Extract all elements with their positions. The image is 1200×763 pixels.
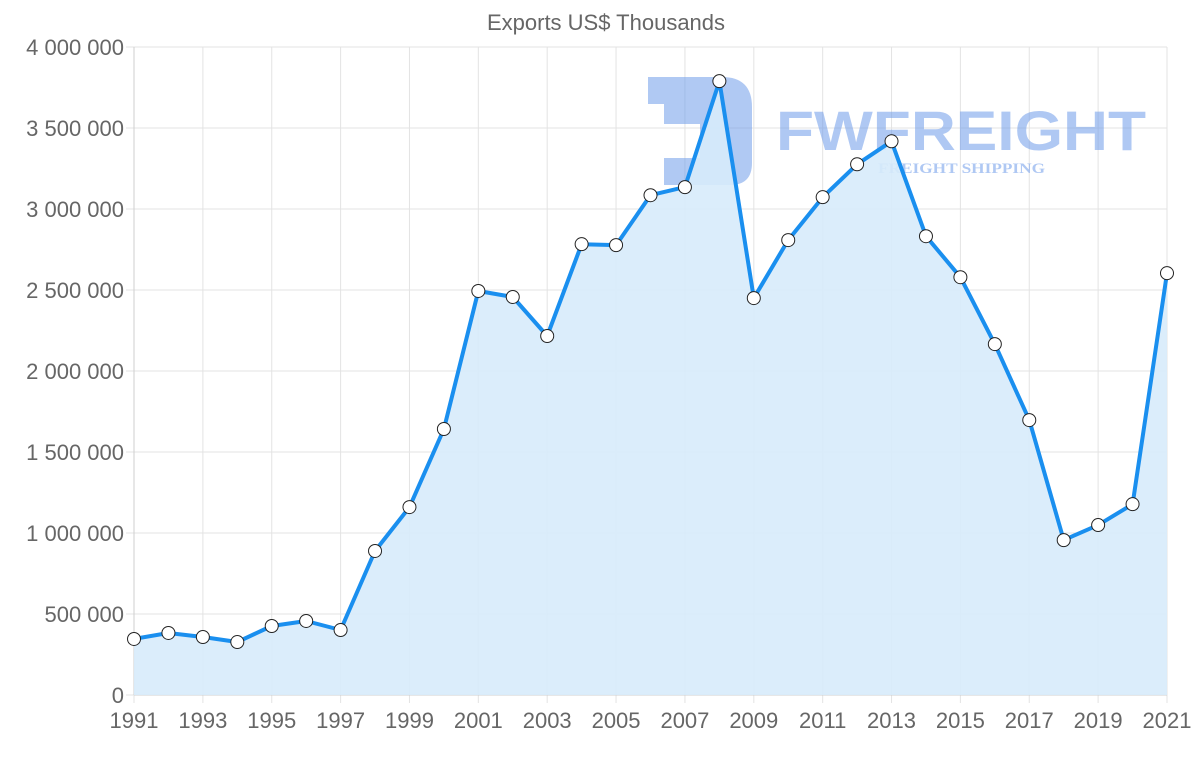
y-tick-label: 500 000 (44, 602, 124, 627)
x-tick-label: 1997 (316, 708, 365, 733)
x-tick-label: 2017 (1005, 708, 1054, 733)
data-point-1997[interactable] (333, 623, 348, 638)
data-point-2000[interactable] (436, 421, 451, 436)
data-point-2003[interactable] (540, 329, 555, 344)
data-point-2008[interactable] (712, 74, 727, 89)
data-point-1996[interactable] (299, 613, 314, 628)
data-point-2017[interactable] (1022, 413, 1037, 428)
data-point-2015[interactable] (953, 270, 968, 285)
x-tick-label: 2021 (1143, 708, 1192, 733)
data-point-1999[interactable] (402, 500, 417, 515)
data-point-2007[interactable] (677, 180, 692, 195)
watermark-tagline: FREIGHT SHIPPING (878, 161, 1045, 177)
y-tick-label: 0 (112, 683, 124, 708)
x-tick-label: 2001 (454, 708, 503, 733)
data-point-1995[interactable] (264, 618, 279, 633)
data-points (127, 74, 1174, 650)
y-tick-label: 2 500 000 (26, 278, 124, 303)
data-point-2010[interactable] (781, 233, 796, 248)
x-tick-label: 2015 (936, 708, 985, 733)
x-tick-label: 2003 (523, 708, 572, 733)
data-point-2004[interactable] (574, 237, 589, 252)
data-point-2018[interactable] (1056, 533, 1071, 548)
x-tick-label: 2007 (660, 708, 709, 733)
data-point-1992[interactable] (161, 625, 176, 640)
data-point-1994[interactable] (230, 635, 245, 650)
data-point-2009[interactable] (746, 291, 761, 306)
data-point-2006[interactable] (643, 188, 658, 203)
data-point-2013[interactable] (884, 134, 899, 149)
series-area (134, 81, 1167, 695)
y-tick-label: 3 500 000 (26, 116, 124, 141)
y-tick-label: 2 000 000 (26, 359, 124, 384)
data-point-2005[interactable] (609, 238, 624, 253)
x-tick-label: 1995 (247, 708, 296, 733)
y-tick-label: 1 500 000 (26, 440, 124, 465)
y-axis: 0 500 000 1 000 000 1 500 000 2 000 000 2 500… (26, 35, 124, 708)
data-point-2020[interactable] (1125, 497, 1140, 512)
data-point-1993[interactable] (195, 630, 210, 645)
x-tick-label: 1991 (110, 708, 159, 733)
y-tick-label: 3 000 000 (26, 197, 124, 222)
x-tick-label: 2005 (592, 708, 641, 733)
x-tick-label: 1993 (178, 708, 227, 733)
data-point-2019[interactable] (1091, 518, 1106, 533)
chart-title: Exports US$ Thousands (487, 10, 725, 35)
data-point-2011[interactable] (815, 190, 830, 205)
data-point-2021[interactable] (1160, 266, 1174, 281)
y-tick-label: 4 000 000 (26, 35, 124, 60)
data-point-2012[interactable] (850, 157, 865, 172)
data-point-2002[interactable] (505, 289, 520, 304)
data-point-2016[interactable] (987, 337, 1002, 352)
y-tick-label: 1 000 000 (26, 521, 124, 546)
data-point-1991[interactable] (127, 631, 141, 646)
watermark-brand: FWFREIGHT (776, 99, 1146, 162)
data-point-2001[interactable] (471, 283, 486, 298)
x-tick-label: 1999 (385, 708, 434, 733)
x-axis: 1991 1993 1995 1997 1999 2001 2003 2005 2007 2009… (110, 708, 1192, 733)
x-tick-label: 2009 (729, 708, 778, 733)
data-point-2014[interactable] (918, 229, 933, 244)
x-tick-label: 2011 (799, 708, 846, 733)
data-point-1998[interactable] (368, 543, 383, 558)
area-fill (134, 81, 1167, 695)
x-tick-label: 2019 (1074, 708, 1123, 733)
x-tick-label: 2013 (867, 708, 916, 733)
